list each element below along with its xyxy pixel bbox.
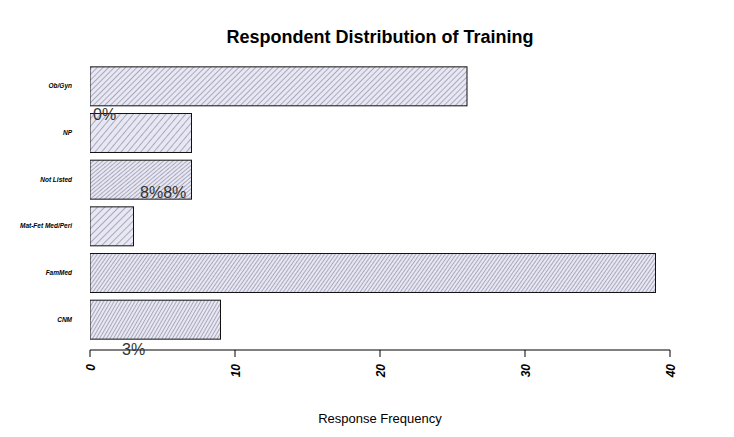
annotation: 3% [122,341,145,358]
category-label: Ob/Gyn [49,82,73,90]
x-tick-label: 10 [229,364,243,378]
x-tick [90,350,91,357]
category-label: CNM [57,316,72,323]
chart-svg: Respondent Distribution of Training Ob/Gy… [0,0,734,437]
bar [90,254,656,293]
x-tick-label: 0 [84,364,98,371]
annotation: 0% [93,106,116,123]
chart-title: Respondent Distribution of Training [227,27,534,47]
category-label: NP [63,129,73,136]
category-label: Mat-Fet Med/Peri [20,222,72,229]
x-axis-label: Response Frequency [318,411,442,426]
x-tick-label: 30 [519,364,533,378]
x-tick [670,350,671,357]
x-tick [525,350,526,357]
x-tick-label: 20 [374,364,388,379]
chart-container: Respondent Distribution of Training Ob/Gy… [0,0,734,437]
bar [90,207,134,246]
category-label: FamMed [46,269,73,276]
annotation: 8%8% [140,184,186,201]
bar [90,67,467,106]
bars [90,67,656,339]
x-tick [235,350,236,357]
x-tick-label: 40 [664,364,678,379]
category-label: Not Listed [40,176,73,183]
x-tick [380,350,381,357]
bar [90,300,221,339]
